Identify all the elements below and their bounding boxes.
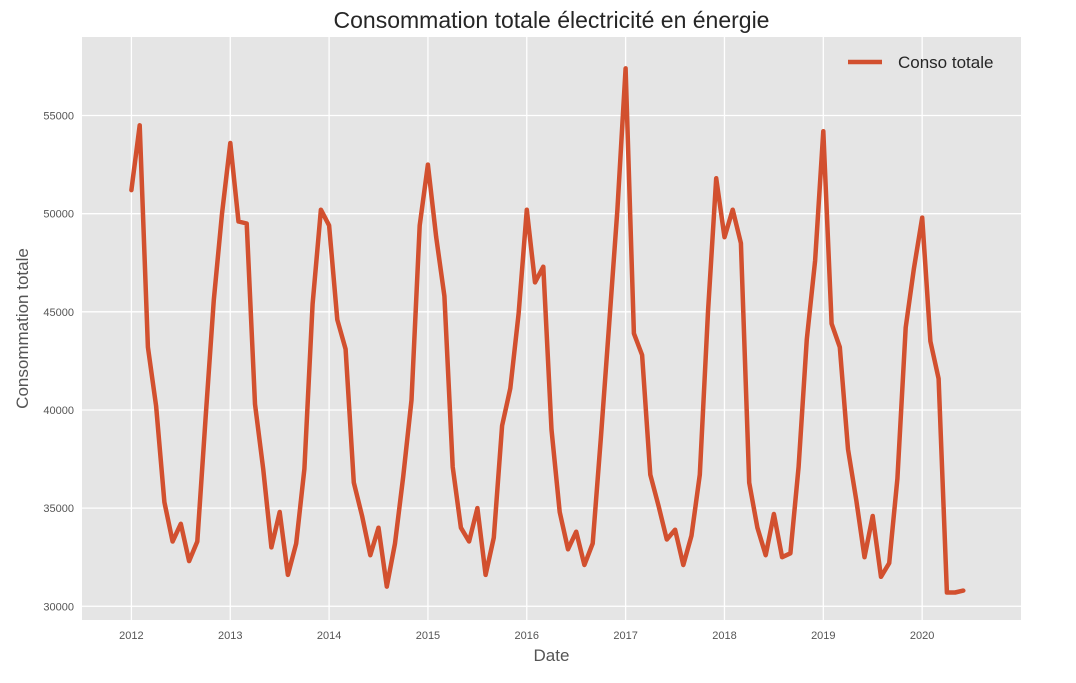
series-layer [129, 66, 966, 595]
x-tick-label: 2012 [119, 630, 143, 642]
x-axis-label: Date [534, 646, 570, 665]
y-axis-label: Consommation totale [13, 248, 32, 409]
legend-label: Conso totale [898, 53, 993, 72]
y-tick-label: 45000 [43, 307, 74, 319]
x-tick-label: 2017 [613, 630, 637, 642]
y-tick-label: 30000 [43, 601, 74, 613]
plot-area [82, 37, 1021, 620]
x-tick-label: 2019 [811, 630, 835, 642]
y-tick-label: 40000 [43, 405, 74, 417]
y-tick-label: 35000 [43, 503, 74, 515]
x-tick-label: 2016 [515, 630, 539, 642]
x-tick-label: 2015 [416, 630, 440, 642]
x-tick-label: 2013 [218, 630, 242, 642]
series-line-0 [129, 66, 966, 595]
legend: Conso totale [848, 53, 993, 72]
x-tick-label: 2020 [910, 630, 934, 642]
y-axis-ticks: 30000 35000 40000 45000 50000 55000 [43, 111, 74, 614]
chart-title: Consommation totale électricité en énerg… [334, 7, 770, 33]
x-axis-ticks: 2012 2013 2014 2015 2016 2017 2018 2019 2020 [119, 630, 934, 642]
x-tick-label: 2018 [712, 630, 736, 642]
y-tick-label: 50000 [43, 209, 74, 221]
x-tick-label: 2014 [317, 630, 341, 642]
y-tick-label: 55000 [43, 111, 74, 123]
